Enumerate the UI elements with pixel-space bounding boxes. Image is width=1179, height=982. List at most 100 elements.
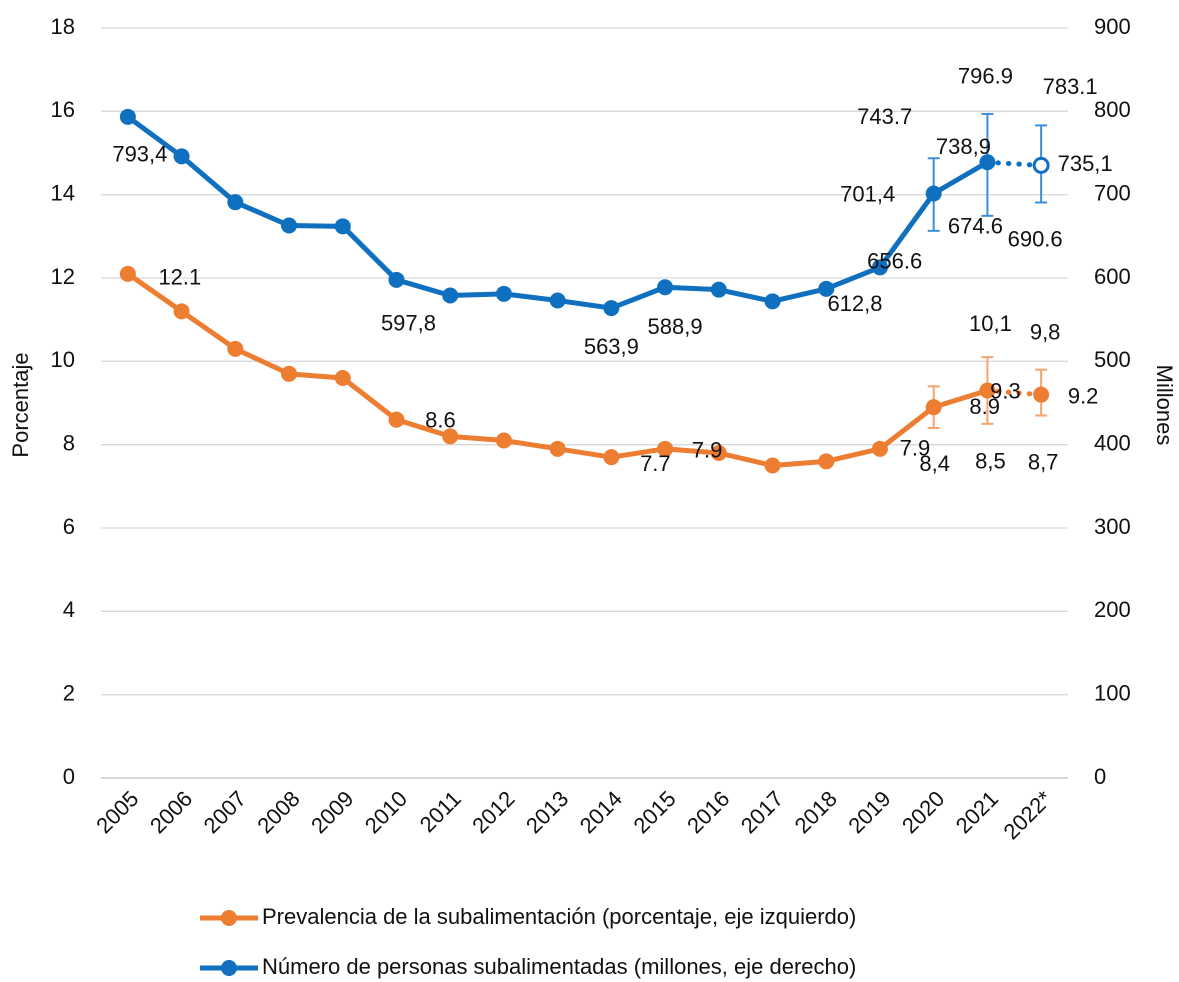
y-tick-label: 10 xyxy=(51,347,75,372)
marker xyxy=(388,411,405,428)
x-tick-label: 2017 xyxy=(736,786,788,838)
legend-label: Prevalencia de la subalimentación (porce… xyxy=(262,904,856,929)
data-label: 738,9 xyxy=(936,134,991,159)
x-tick-label: 2010 xyxy=(360,786,412,838)
lower-bound-label: 690.6 xyxy=(1008,226,1063,251)
marker xyxy=(764,457,781,474)
data-label: 12.1 xyxy=(158,265,201,290)
marker xyxy=(334,370,351,386)
marker xyxy=(549,440,566,457)
upper-bound-label: 796.9 xyxy=(958,64,1013,89)
lower-bound-label: 656.6 xyxy=(867,249,922,274)
marker xyxy=(281,365,298,382)
y2-tick-label: 200 xyxy=(1094,597,1131,622)
marker xyxy=(281,217,298,234)
data-label: 597,8 xyxy=(381,311,436,336)
marker xyxy=(925,185,942,202)
y2-tick-label: 400 xyxy=(1094,430,1131,455)
upper-bound-label: 10,1 xyxy=(969,311,1012,336)
y-tick-label: 14 xyxy=(51,180,75,205)
data-label: 793,4 xyxy=(112,142,167,167)
marker xyxy=(657,440,674,457)
marker xyxy=(388,271,405,288)
marker xyxy=(119,265,136,282)
y2-tick-label: 800 xyxy=(1094,97,1131,122)
marker xyxy=(925,399,942,416)
marker xyxy=(227,194,244,211)
marker xyxy=(173,303,190,320)
marker xyxy=(657,279,674,296)
marker xyxy=(442,428,459,445)
y-axis-title: Porcentaje xyxy=(8,352,33,457)
data-label: 612,8 xyxy=(827,291,882,316)
x-tick-label: 2014 xyxy=(575,786,627,838)
marker xyxy=(603,300,620,317)
y2-tick-label: 700 xyxy=(1094,180,1131,205)
marker xyxy=(495,285,512,302)
marker xyxy=(979,382,996,399)
x-tick-label: 2018 xyxy=(790,786,842,838)
marker xyxy=(818,453,835,470)
lower-bound-label: 8,7 xyxy=(1028,449,1059,474)
marker xyxy=(710,281,727,298)
marker xyxy=(818,280,835,297)
x-tick-label: 2007 xyxy=(199,786,251,838)
y-tick-label: 8 xyxy=(63,430,75,455)
data-label: 8.9 xyxy=(969,394,1000,419)
y-tick-label: 6 xyxy=(63,514,75,539)
y-tick-label: 0 xyxy=(63,764,75,789)
y-tick-label: 18 xyxy=(51,14,75,39)
projected-line xyxy=(984,388,1044,398)
data-label: 8.6 xyxy=(425,407,456,432)
projected-line xyxy=(984,159,1044,168)
y2-tick-label: 0 xyxy=(1094,764,1106,789)
marker xyxy=(1032,156,1050,174)
x-tick-label: 2020 xyxy=(897,786,949,838)
marker xyxy=(1033,386,1050,403)
marker xyxy=(979,154,996,171)
x-tick-label: 2009 xyxy=(306,786,358,838)
data-label: 701,4 xyxy=(840,181,895,206)
marker xyxy=(227,340,244,357)
marker xyxy=(603,449,620,466)
lower-bound-label: 674.6 xyxy=(948,214,1003,239)
marker xyxy=(710,445,727,461)
x-tick-label: 2012 xyxy=(467,786,519,838)
x-tick-label: 2016 xyxy=(682,786,734,838)
y2-tick-label: 900 xyxy=(1094,14,1131,39)
y-tick-label: 12 xyxy=(51,264,75,289)
y2-tick-label: 500 xyxy=(1094,347,1131,372)
x-tick-label: 2013 xyxy=(521,786,573,838)
data-label: 7.9 xyxy=(900,436,931,461)
marker xyxy=(173,148,190,165)
data-label: 563,9 xyxy=(584,334,639,359)
legend-label: Número de personas subalimentadas (millo… xyxy=(262,954,856,979)
x-tick-label: 2019 xyxy=(843,786,895,838)
upper-bound-label: 743.7 xyxy=(857,104,912,129)
data-label: 9.3 xyxy=(990,378,1021,403)
marker xyxy=(549,292,566,309)
marker xyxy=(871,440,888,457)
marker xyxy=(442,287,459,304)
y-tick-label: 2 xyxy=(63,680,75,705)
upper-bound-label: 9,8 xyxy=(1030,319,1061,344)
y2-tick-label: 100 xyxy=(1094,680,1131,705)
marker xyxy=(764,293,781,310)
lower-bound-label: 8,4 xyxy=(919,451,950,476)
marker xyxy=(495,432,512,449)
y2-axis-title: Millones xyxy=(1152,365,1177,446)
data-label: 9.2 xyxy=(1068,383,1099,408)
lower-bound-label: 8,5 xyxy=(975,449,1006,474)
data-label: 7.7 xyxy=(640,451,671,476)
upper-bound-label: 783.1 xyxy=(1043,74,1098,99)
series-line xyxy=(126,114,989,311)
y-tick-label: 4 xyxy=(63,597,75,622)
marker xyxy=(119,108,136,125)
data-label: 7.9 xyxy=(692,438,723,463)
x-tick-label: 2011 xyxy=(415,786,466,837)
legend-marker xyxy=(221,960,237,976)
data-label: 588,9 xyxy=(648,314,703,339)
x-tick-label: 2008 xyxy=(252,786,304,838)
x-tick-label: 2021 xyxy=(951,786,1003,838)
